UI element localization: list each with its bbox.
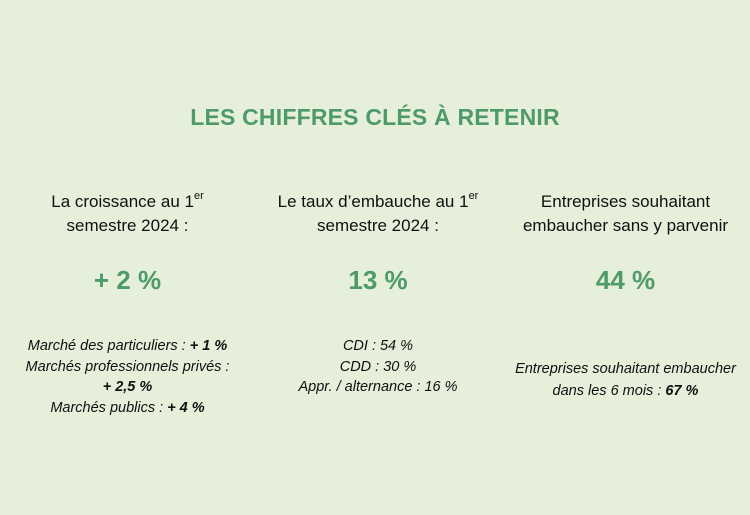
- detail-label: dans les 6 mois :: [552, 383, 666, 399]
- growth-value: + 2 %: [93, 265, 162, 295]
- detail-label: Marché des particuliers :: [27, 338, 190, 354]
- key-figure-hiring-rate: Le taux d’embauche au 1er semestre 2024 …: [258, 190, 498, 395]
- unfilled-heading: Entreprises souhaitant embaucher sans y …: [503, 190, 748, 238]
- hiring-details: CDI : 54 % CDD : 30 % Appr. / alternance…: [258, 336, 498, 398]
- key-figure-unfilled-hiring: Entreprises souhaitant embaucher sans y …: [503, 190, 748, 399]
- key-figure-growth: La croissance au 1er semestre 2024 : + 2…: [10, 190, 245, 416]
- hiring-heading-sup: er: [468, 190, 479, 203]
- hiring-heading-line1: Le taux d’embauche au 1: [277, 192, 469, 211]
- growth-heading-line2: semestre 2024 :: [66, 216, 189, 235]
- detail-line: + 2,5 %: [10, 377, 245, 398]
- detail-line: CDD : 30 %: [339, 358, 417, 375]
- detail-value: 67 %: [665, 383, 699, 399]
- hiring-value: 13 %: [348, 265, 408, 295]
- unfilled-heading-line2: embaucher sans y parvenir: [522, 216, 729, 235]
- growth-heading-line1: La croissance au 1: [51, 192, 194, 211]
- detail-label: Entreprises souhaitant embaucher: [515, 361, 736, 377]
- page-title: LES CHIFFRES CLÉS À RETENIR: [190, 104, 560, 130]
- detail-line: Appr. / alternance : 16 %: [298, 379, 458, 395]
- hiring-heading-line2: semestre 2024 :: [317, 216, 439, 235]
- detail-value: + 1 %: [189, 338, 228, 354]
- detail-line: Marchés professionnels privés :: [10, 357, 245, 378]
- detail-label: Marchés professionnels privés :: [25, 358, 230, 375]
- detail-line: dans les 6 mois : 67 %: [503, 380, 748, 402]
- detail-line: Marchés publics : + 4 %: [10, 398, 245, 419]
- hiring-heading: Le taux d’embauche au 1er semestre 2024 …: [258, 190, 498, 238]
- growth-details: Marché des particuliers : + 1 % Marchés …: [10, 336, 245, 418]
- detail-line: Entreprises souhaitant embaucher: [503, 358, 748, 380]
- unfilled-value: 44 %: [595, 265, 656, 295]
- unfilled-details: Entreprises souhaitant embaucher dans le…: [503, 358, 748, 402]
- unfilled-heading-line1: Entreprises souhaitant: [540, 192, 711, 211]
- detail-value: + 2,5 %: [102, 379, 153, 395]
- detail-value: + 4 %: [167, 399, 205, 416]
- detail-line: Marché des particuliers : + 1 %: [10, 336, 245, 357]
- growth-heading: La croissance au 1er semestre 2024 :: [10, 190, 245, 238]
- growth-heading-sup: er: [193, 190, 204, 203]
- detail-label: Marchés publics :: [50, 399, 168, 416]
- detail-line: CDI : 54 %: [342, 338, 414, 354]
